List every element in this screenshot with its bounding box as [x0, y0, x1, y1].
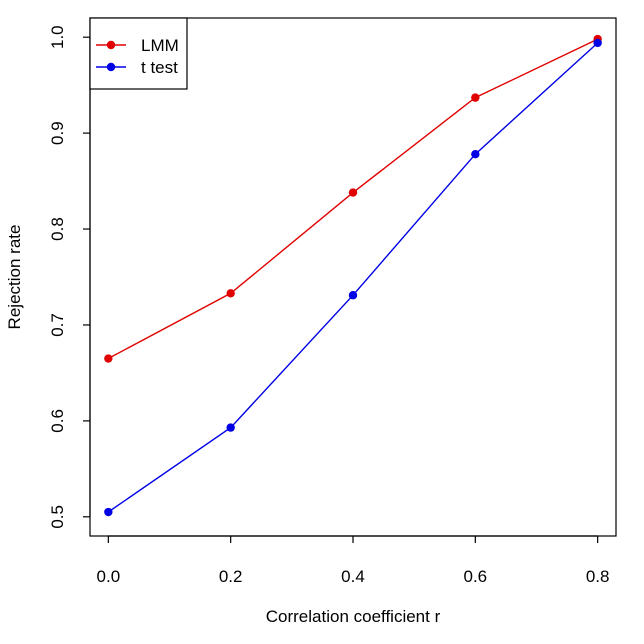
data-point-lmm: [471, 93, 480, 102]
legend-box: [89, 17, 188, 90]
x-tick-label: 0.8: [586, 567, 610, 586]
y-tick-label: 0.8: [48, 217, 67, 241]
legend-marker-t-test: [106, 62, 116, 72]
y-tick-label: 0.6: [48, 409, 67, 433]
y-tick-label: 1.0: [48, 25, 67, 49]
data-point-t-test: [104, 507, 113, 517]
legend: LMM t test: [89, 17, 188, 90]
x-tick-label: 0.6: [464, 567, 488, 586]
x-tick-label: 0.4: [341, 567, 365, 586]
data-point-t-test: [471, 150, 480, 159]
data-point-t-test: [593, 38, 602, 48]
data-point-lmm: [104, 354, 113, 363]
data-point-t-test: [226, 423, 235, 432]
legend-label-t-test: t test: [141, 58, 178, 77]
y-tick-label: 0.7: [48, 313, 67, 337]
data-point-lmm: [226, 289, 235, 298]
x-tick-label: 0.0: [97, 567, 121, 586]
x-axis: 0.0 0.2 0.4 0.6 0.8: [97, 535, 610, 586]
series-line-t-test: [107, 42, 599, 513]
y-tick-label: 0.5: [48, 505, 67, 529]
y-tick-label: 0.9: [48, 121, 67, 145]
data-point-lmm: [348, 188, 358, 197]
y-axis: 0.5 0.6 0.7 0.8 0.9 1.0: [48, 25, 91, 529]
data-point-t-test: [348, 291, 358, 300]
legend-marker-lmm: [106, 40, 116, 50]
legend-label-lmm: LMM: [141, 36, 179, 55]
y-axis-label: Rejection rate: [5, 225, 24, 330]
plot-frame: [89, 17, 617, 537]
x-axis-label: Correlation coefficient r: [266, 607, 441, 626]
series-layer: [104, 34, 602, 517]
x-tick-label: 0.2: [219, 567, 243, 586]
